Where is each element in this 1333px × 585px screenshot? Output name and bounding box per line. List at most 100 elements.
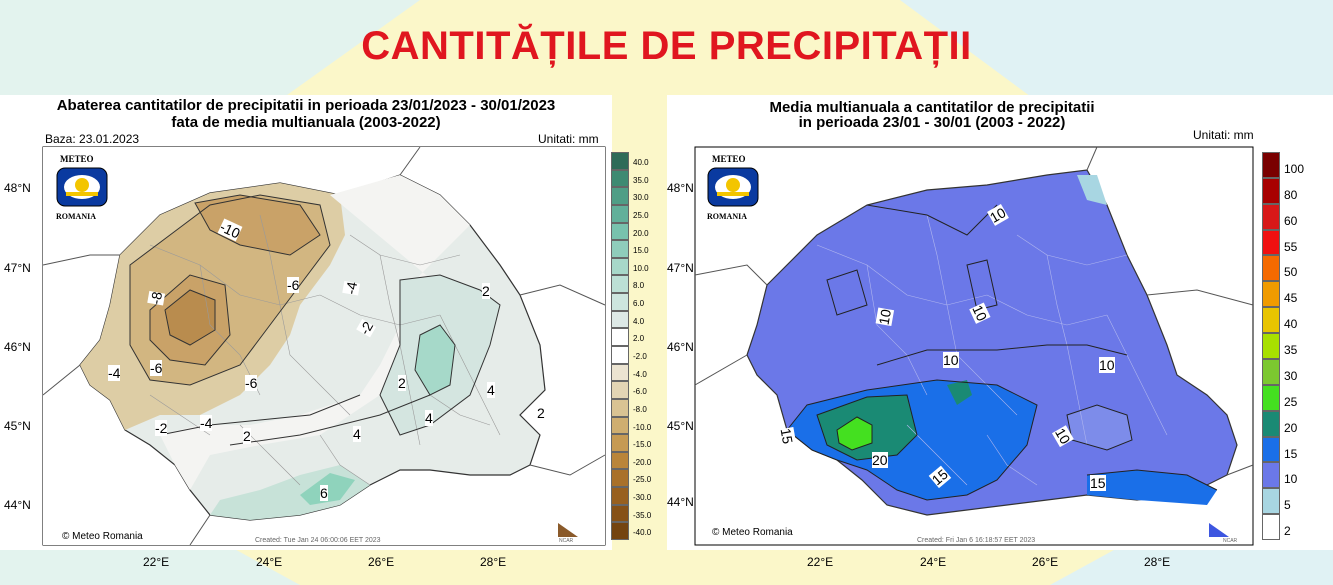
colorbar-label: 50	[1284, 265, 1298, 280]
colorbar-label: 40	[1284, 317, 1298, 332]
colorbar-label: 8.0	[633, 281, 645, 291]
contour-label: -4	[342, 280, 361, 296]
colorbar-swatch	[611, 451, 629, 470]
lon-label: 24°E	[920, 555, 947, 569]
colorbar-label: 35	[1284, 343, 1298, 358]
colorbar-swatch	[611, 169, 629, 188]
deviation-map-title-line2: fata de media multianuala (2003-2022)	[171, 114, 441, 131]
colorbar-label: 60	[1284, 213, 1298, 228]
colorbar-label: -20.0	[633, 457, 652, 467]
contour-label: 2	[537, 405, 545, 421]
colorbar-swatch	[1262, 177, 1280, 204]
colorbar-label: 15.0	[633, 246, 649, 256]
credit-text: © Meteo Romania	[62, 531, 143, 542]
colorbar-label: 20.0	[633, 228, 649, 238]
colorbar-swatch	[611, 240, 629, 258]
colorbar-label: -15.0	[633, 440, 652, 450]
credit-text: © Meteo Romania	[712, 527, 793, 538]
lat-label: 45°N	[667, 419, 694, 433]
colorbar-swatch	[1262, 410, 1280, 437]
ncar-logo-icon	[1209, 523, 1229, 537]
colorbar-swatch	[611, 310, 629, 329]
contour-label: 6	[320, 485, 328, 501]
created-timestamp: Created: Tue Jan 24 06:00:06 EET 2023	[255, 537, 381, 544]
lon-label: 28°E	[1144, 555, 1171, 569]
contour-label: -8	[147, 290, 166, 306]
colorbar-label: 40.0	[633, 158, 649, 167]
colorbar-label: -8.0	[633, 404, 647, 414]
contour-label: -6	[287, 277, 300, 293]
lon-label: 24°E	[256, 555, 283, 569]
lat-label: 48°N	[667, 181, 694, 195]
colorbar-label: 15	[1284, 446, 1298, 461]
colorbar-swatch	[1262, 384, 1280, 411]
colorbar-swatch	[611, 398, 629, 417]
created-timestamp: Created: Fri Jan 6 16:18:57 EET 2023	[917, 537, 1036, 544]
meteo-logo-bottom-text: ROMANIA	[56, 212, 96, 221]
contour-label: 2	[398, 375, 406, 391]
colorbar-label: -35.0	[633, 510, 652, 520]
colorbar-label: 25	[1284, 394, 1298, 409]
contour-label: 10	[943, 352, 959, 368]
page-title: CANTITĂȚILE DE PRECIPITAȚII	[361, 24, 972, 68]
deviation-map-svg	[42, 146, 606, 546]
colorbar-label: 25.0	[633, 210, 649, 220]
colorbar-swatch	[611, 504, 629, 523]
contour-label: -4	[200, 415, 213, 431]
contour-label: 10	[1099, 357, 1115, 373]
colorbar-label: 35.0	[633, 175, 649, 185]
colorbar-label: 55	[1284, 239, 1298, 254]
colorbar-swatch	[611, 469, 629, 488]
colorbar-swatch	[611, 363, 629, 382]
lat-label: 47°N	[667, 261, 694, 275]
ncar-logo-icon	[558, 523, 578, 537]
colorbar-swatch	[611, 346, 629, 364]
colorbar-swatch	[1262, 307, 1280, 334]
contour-label: 4	[487, 382, 495, 398]
colorbar-label: 10	[1284, 472, 1298, 487]
contour-label: 2	[482, 283, 490, 299]
contour-label: -6	[150, 360, 163, 376]
lat-label: 46°N	[667, 340, 694, 354]
meteo-romania-logo-icon	[56, 167, 108, 207]
colorbar-label: 45	[1284, 291, 1298, 306]
colorbar-swatch	[1262, 281, 1280, 308]
colorbar-swatch	[611, 204, 629, 223]
colorbar-swatch	[611, 434, 629, 452]
colorbar-label: 80	[1284, 187, 1298, 202]
colorbar-label: 100	[1284, 162, 1305, 176]
colorbar-label: -2.0	[633, 352, 647, 361]
colorbar-label: 2.0	[633, 334, 645, 344]
colorbar-label: -6.0	[633, 387, 647, 397]
meteo-logo-bottom-text: ROMANIA	[707, 212, 747, 221]
base-date-label: Baza: 23.01.2023	[45, 132, 140, 146]
colorbar-label: 4.0	[633, 316, 645, 326]
ncar-label: NCAR	[1223, 538, 1238, 544]
colorbar-swatch	[611, 275, 629, 294]
colorbar-swatch	[611, 293, 629, 311]
lon-label: 22°E	[143, 555, 170, 569]
colorbar-label: -40.0	[633, 528, 652, 538]
colorbar-swatch	[1262, 358, 1280, 385]
lon-label: 28°E	[480, 555, 507, 569]
climatology-map-title-line2: in perioada 23/01 - 30/01 (2003 - 2022)	[798, 114, 1066, 131]
colorbar-label: 10.0	[633, 263, 649, 273]
contour-label: 15	[1090, 475, 1106, 491]
colorbar-swatch	[1262, 152, 1280, 178]
meteo-logo-top-text: METEO	[712, 154, 746, 164]
contour-label: -6	[245, 375, 258, 391]
units-label: Unitati: mm	[1193, 128, 1254, 142]
contour-label: 20	[872, 452, 888, 468]
colorbar-swatch	[611, 381, 629, 399]
climatology-map-svg	[694, 146, 1254, 546]
lat-label: 48°N	[4, 181, 31, 195]
contour-label: 2	[243, 428, 251, 444]
lat-label: 45°N	[4, 419, 31, 433]
units-label: Unitati: mm	[538, 132, 599, 146]
colorbar-label: -4.0	[633, 369, 647, 379]
ncar-label: NCAR	[559, 538, 574, 544]
colorbar-label: 30	[1284, 368, 1298, 383]
colorbar-swatch	[1262, 514, 1280, 540]
colorbar-label: -30.0	[633, 493, 652, 503]
lat-label: 44°N	[4, 498, 31, 512]
